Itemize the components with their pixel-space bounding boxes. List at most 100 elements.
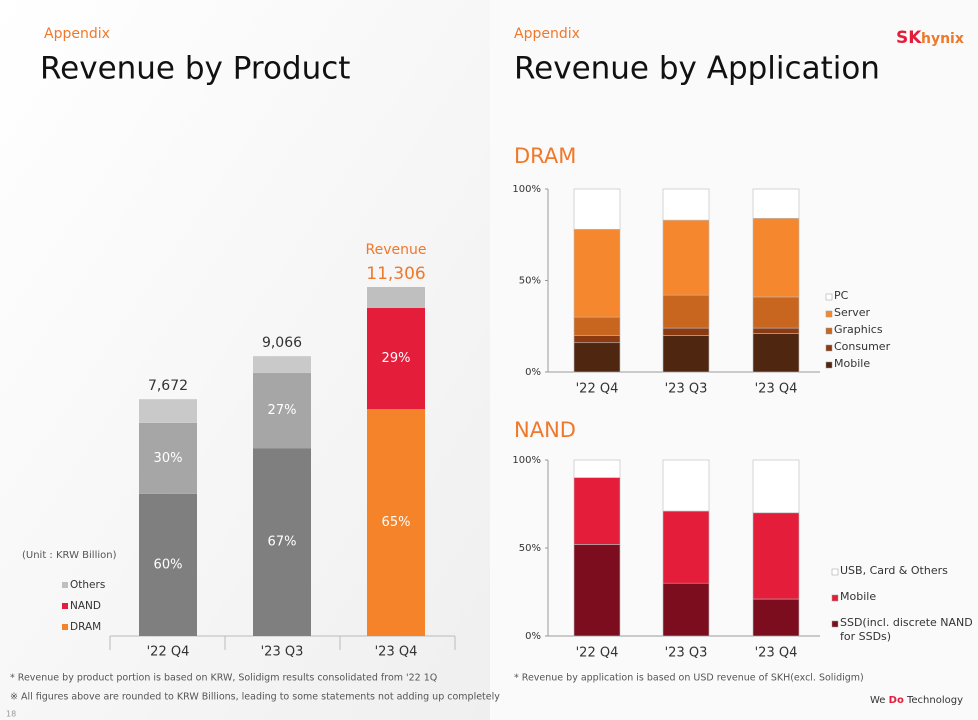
bar-segment [752, 512, 800, 600]
legend-swatch [825, 344, 833, 352]
footnote: * Revenue by application is based on USD… [514, 673, 864, 684]
legend-label: USB, Card & Others [840, 564, 948, 577]
x-tick-label: '23 Q3 [665, 382, 708, 397]
legend-swatch [831, 620, 839, 628]
footnote: ※ All figures above are rounded to KRW B… [10, 692, 500, 703]
x-tick-label: '23 Q4 [755, 646, 798, 661]
x-tick-label: '23 Q3 [261, 645, 304, 660]
bar-segment [139, 399, 197, 423]
legend-text: PC [834, 289, 849, 302]
bar-segment [139, 493, 197, 636]
legend-text: Server [834, 306, 871, 319]
legend-swatch [825, 361, 833, 369]
bar-segment [662, 582, 710, 637]
bar-segment [573, 228, 621, 318]
value-label: 65% [382, 515, 411, 530]
bar-segment [253, 448, 311, 636]
bar-segment [662, 219, 710, 296]
bar-segment [573, 316, 621, 336]
legend-swatch [62, 582, 68, 588]
legend-text: Mobile [834, 357, 871, 370]
slogan-part: We [870, 695, 889, 706]
bar-segment [662, 327, 710, 336]
total-label: 7,672 [148, 378, 188, 394]
total-label: 11,306 [366, 264, 425, 284]
y-tick-label: 100% [512, 184, 541, 195]
bar-segment [573, 477, 621, 545]
footnote: * Revenue by product portion is based on… [10, 673, 437, 684]
logo: hynix [921, 31, 964, 47]
bar-segment [367, 409, 425, 636]
legend-swatch [825, 327, 833, 335]
right-panel [490, 0, 978, 720]
x-tick-label: '23 Q4 [375, 645, 418, 660]
annotation: Revenue [366, 242, 427, 258]
legend-swatch [831, 594, 839, 602]
legend-label: DRAM [70, 621, 101, 633]
legend-label: PC [834, 289, 849, 302]
chart-title: NAND [514, 418, 576, 442]
bar-segment [752, 217, 800, 298]
bar-segment [573, 188, 621, 230]
logo: SK [896, 28, 922, 48]
slogan: We Do Technology [870, 695, 963, 706]
value-label: 60% [154, 557, 183, 572]
y-tick-label: 50% [519, 543, 541, 554]
unit-label: (Unit : KRW Billion) [22, 550, 117, 561]
x-tick-label: '22 Q4 [576, 646, 619, 661]
bar-segment [573, 544, 621, 637]
legend-text: SSD(incl. discrete NAND for SSDs) [840, 616, 973, 643]
legend-text: USB, Card & Others [840, 564, 948, 577]
bar-segment [139, 422, 197, 494]
legend-swatch [825, 293, 833, 301]
bar-segment [752, 598, 800, 637]
y-tick-label: 50% [519, 276, 541, 287]
bar-segment [367, 307, 425, 410]
bar-segment [573, 342, 621, 373]
kicker: Appendix [44, 26, 110, 42]
legend-swatch [825, 310, 833, 318]
bar-segment [662, 510, 710, 584]
x-tick-label: '23 Q3 [665, 646, 708, 661]
legend-label: Graphics [834, 323, 883, 336]
y-tick-label: 0% [525, 367, 541, 378]
bar-segment [752, 459, 800, 514]
value-label: 30% [154, 451, 183, 466]
bar-segment [662, 459, 710, 512]
legend-swatch [62, 624, 68, 630]
title: Revenue by Application [514, 51, 880, 87]
legend-label: Server [834, 306, 871, 319]
x-tick-label: '22 Q4 [576, 382, 619, 397]
page-number: 18 [6, 710, 16, 719]
value-label: 27% [268, 403, 297, 418]
legend-label: SSD(incl. discrete NAND for SSDs) [840, 616, 973, 643]
legend-text: Mobile [840, 590, 877, 603]
bar-segment [662, 294, 710, 329]
bar-segment [752, 333, 800, 373]
value-label: 67% [268, 535, 297, 550]
legend-label: Mobile [834, 357, 871, 370]
legend-swatch [62, 603, 68, 609]
bar-segment [573, 335, 621, 344]
slogan-part: Technology [904, 695, 963, 706]
bar-segment [662, 335, 710, 373]
legend-label: Consumer [834, 340, 891, 353]
bar-segment [752, 296, 800, 329]
legend-label: Others [70, 579, 105, 591]
title: Revenue by Product [40, 51, 350, 87]
total-label: 9,066 [262, 335, 302, 351]
bar-segment [367, 287, 425, 308]
value-label: 29% [382, 351, 411, 366]
legend-text: Consumer [834, 340, 891, 353]
bar-segment [253, 356, 311, 373]
bar-segment [253, 372, 311, 449]
chart-title: DRAM [514, 144, 576, 168]
bar-segment [752, 188, 800, 219]
y-tick-label: 100% [512, 455, 541, 466]
kicker: Appendix [514, 26, 580, 42]
legend-label: NAND [70, 600, 101, 612]
y-tick-label: 0% [525, 631, 541, 642]
legend-text: Graphics [834, 323, 883, 336]
x-tick-label: '23 Q4 [755, 382, 798, 397]
